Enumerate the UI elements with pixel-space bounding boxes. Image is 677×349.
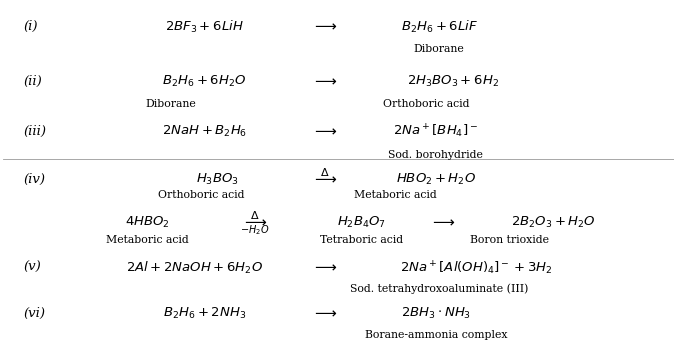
Text: Metaboric acid: Metaboric acid xyxy=(106,236,188,245)
Text: Sod. borohydride: Sod. borohydride xyxy=(389,150,483,159)
Text: $\longrightarrow$: $\longrightarrow$ xyxy=(429,216,456,230)
Text: (iii): (iii) xyxy=(23,125,46,138)
Text: $\longrightarrow$: $\longrightarrow$ xyxy=(312,20,338,34)
Text: $\mathit{2BF_3 + 6LiH}$: $\mathit{2BF_3 + 6LiH}$ xyxy=(165,19,244,35)
Text: Orthoboric acid: Orthoboric acid xyxy=(158,190,244,200)
Text: $\mathit{B_2H_6 + 6LiF}$: $\mathit{B_2H_6 + 6LiF}$ xyxy=(401,19,478,35)
Text: (iv): (iv) xyxy=(23,173,45,186)
Text: $\mathit{2H_3BO_3 + 6H_2}$: $\mathit{2H_3BO_3 + 6H_2}$ xyxy=(407,74,499,89)
Text: $\longrightarrow$: $\longrightarrow$ xyxy=(312,306,338,321)
Text: $\mathit{2B_2O_3 + H_2O}$: $\mathit{2B_2O_3 + H_2O}$ xyxy=(511,215,596,230)
Text: $\mathit{B_2H_6 + 6H_2O}$: $\mathit{B_2H_6 + 6H_2O}$ xyxy=(162,74,246,89)
Text: $\mathit{B_2H_6 + 2NH_3}$: $\mathit{B_2H_6 + 2NH_3}$ xyxy=(162,306,246,321)
Text: (ii): (ii) xyxy=(23,75,42,88)
Text: $\mathit{4HBO_2}$: $\mathit{4HBO_2}$ xyxy=(125,215,169,230)
Text: $\mathit{2Na^+[Al(OH)_4]^- + 3H_2}$: $\mathit{2Na^+[Al(OH)_4]^- + 3H_2}$ xyxy=(400,259,552,277)
Text: $\longrightarrow$: $\longrightarrow$ xyxy=(312,261,338,275)
Text: (vi): (vi) xyxy=(23,307,45,320)
Text: $\mathit{2NaH + B_2H_6}$: $\mathit{2NaH + B_2H_6}$ xyxy=(162,124,247,139)
Text: $\mathit{2BH_3 \cdot NH_3}$: $\mathit{2BH_3 \cdot NH_3}$ xyxy=(401,306,471,321)
Text: $\longrightarrow$: $\longrightarrow$ xyxy=(312,173,338,187)
Text: $\mathit{HBO_2 + H_2O}$: $\mathit{HBO_2 + H_2O}$ xyxy=(396,172,476,187)
Text: $\mathit{2Na^+[BH_4]^-}$: $\mathit{2Na^+[BH_4]^-}$ xyxy=(393,123,479,140)
Text: Orthoboric acid: Orthoboric acid xyxy=(383,99,469,109)
Text: Metaboric acid: Metaboric acid xyxy=(354,190,437,200)
Text: $\mathit{-H_2O}$: $\mathit{-H_2O}$ xyxy=(240,223,269,237)
Text: $\longrightarrow$: $\longrightarrow$ xyxy=(312,75,338,89)
Text: Borane-ammonia complex: Borane-ammonia complex xyxy=(365,330,507,340)
Text: $\mathit{H_3BO_3}$: $\mathit{H_3BO_3}$ xyxy=(196,172,239,187)
Text: Diborane: Diborane xyxy=(146,99,196,109)
Text: $\mathit{H_2B_4O_7}$: $\mathit{H_2B_4O_7}$ xyxy=(337,215,387,230)
Text: (v): (v) xyxy=(23,261,41,274)
Text: $\Delta$: $\Delta$ xyxy=(320,166,330,178)
Text: $\Delta$: $\Delta$ xyxy=(250,209,259,221)
Text: Sod. tetrahydroxoaluminate (III): Sod. tetrahydroxoaluminate (III) xyxy=(350,283,529,294)
Text: $\longrightarrow$: $\longrightarrow$ xyxy=(242,216,267,230)
Text: Boron trioxide: Boron trioxide xyxy=(471,236,549,245)
Text: (i): (i) xyxy=(23,20,37,33)
Text: Diborane: Diborane xyxy=(414,44,464,54)
Text: $\mathit{2Al + 2NaOH + 6H_2O}$: $\mathit{2Al + 2NaOH + 6H_2O}$ xyxy=(126,260,263,276)
Text: $\longrightarrow$: $\longrightarrow$ xyxy=(312,125,338,139)
Text: Tetraboric acid: Tetraboric acid xyxy=(320,236,403,245)
